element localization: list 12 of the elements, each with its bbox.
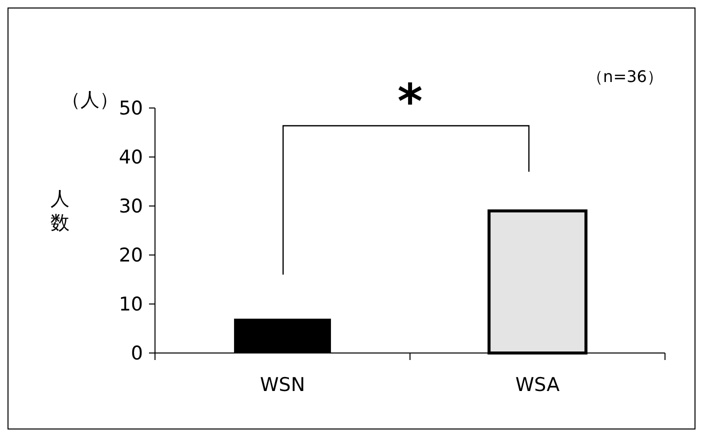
- y-tick-label: 40: [118, 146, 143, 169]
- x-tick-label: WSN: [260, 374, 306, 396]
- text: （人）: [62, 89, 118, 111]
- y-tick-label: 30: [118, 196, 143, 218]
- text: （n=36）: [587, 67, 663, 86]
- y-tick-label: 20: [118, 244, 143, 267]
- y-tick-label: 50: [118, 98, 143, 120]
- annotation: *: [397, 74, 423, 130]
- y-axis-title: 人数: [50, 188, 70, 234]
- x-tick-label: WSA: [515, 374, 560, 396]
- y-tick-label: 0: [130, 342, 143, 365]
- y-tick-label: 10: [118, 294, 143, 316]
